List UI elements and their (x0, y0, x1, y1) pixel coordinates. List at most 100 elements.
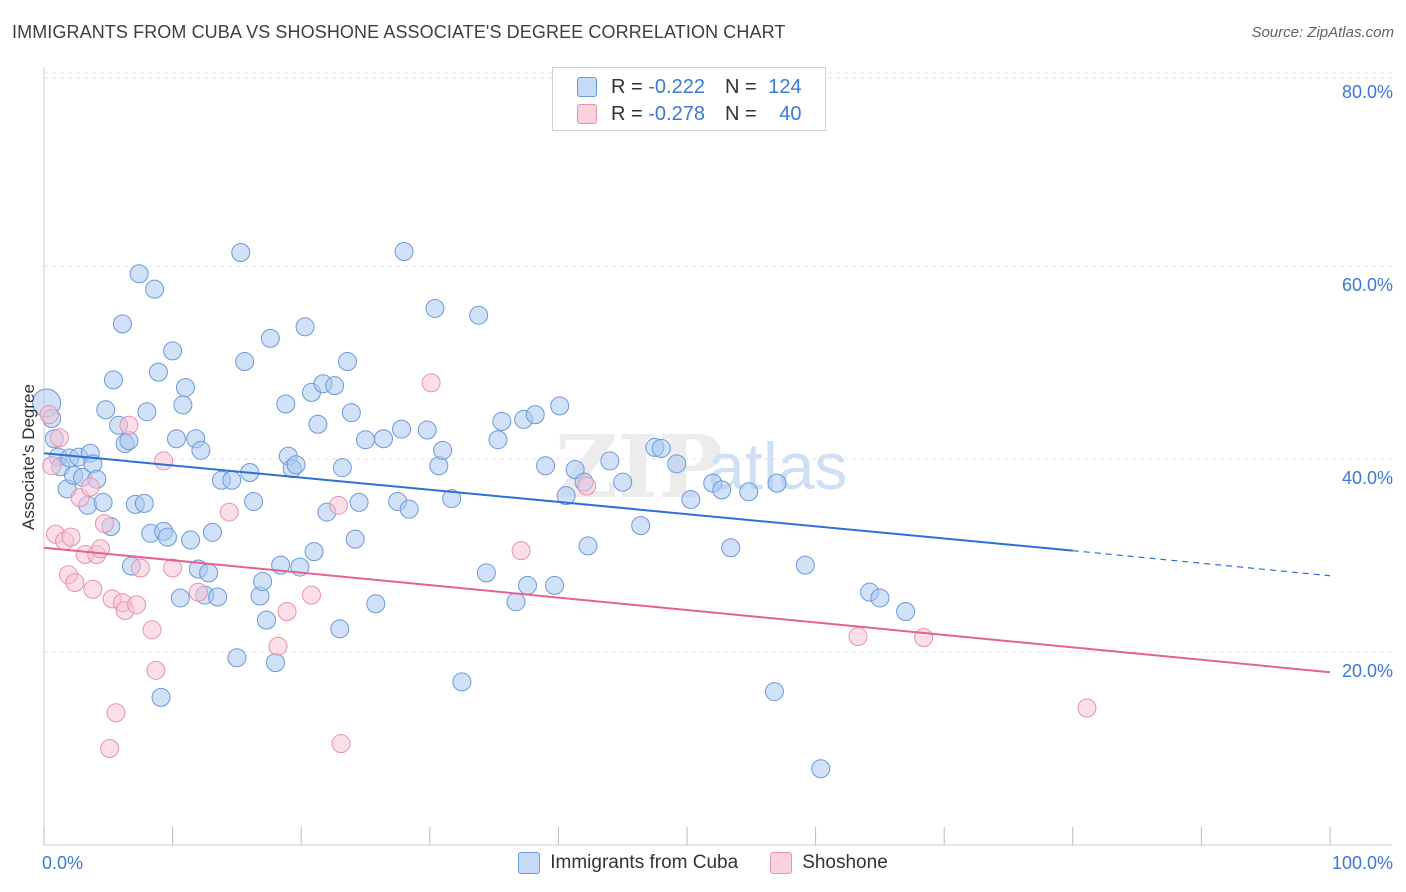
point-cuba (739, 482, 759, 502)
point-cuba (651, 438, 671, 458)
point-cuba (811, 759, 831, 779)
point-cuba (492, 411, 512, 431)
stats-row-cuba: R = -0.222 N = 124 (577, 74, 802, 100)
chart-title: IMMIGRANTS FROM CUBA VS SHOSHONE ASSOCIA… (12, 22, 786, 42)
point-cuba (600, 451, 620, 471)
point-cuba (399, 499, 419, 519)
legend-swatch-cuba (518, 852, 541, 874)
point-shoshone (219, 502, 239, 522)
n-label: N = (724, 75, 763, 98)
point-cuba (870, 588, 890, 608)
y-axis-label: Associate's Degree (19, 384, 38, 530)
stats-row-shoshone: R = -0.278 N = 40 (577, 101, 801, 127)
point-cuba (181, 530, 201, 550)
point-cuba (231, 242, 251, 262)
point-cuba (356, 430, 375, 450)
point-cuba (556, 486, 576, 506)
y-tick-label: 80.0% (1342, 82, 1393, 102)
r-label: R = (611, 75, 649, 98)
point-shoshone (142, 620, 162, 640)
point-cuba (469, 305, 489, 325)
point-cuba (93, 492, 113, 512)
point-cuba (506, 592, 526, 612)
point-cuba (764, 682, 784, 702)
point-cuba (332, 458, 352, 478)
point-shoshone (80, 477, 100, 497)
point-cuba (222, 470, 242, 490)
point-cuba (151, 687, 171, 707)
point-cuba (578, 536, 598, 556)
point-shoshone (328, 495, 348, 515)
point-cuba (425, 298, 445, 318)
point-cuba (199, 563, 219, 583)
point-shoshone (49, 428, 69, 448)
point-shoshone (42, 456, 62, 476)
legend-item-cuba[interactable]: Immigrants from Cuba (518, 852, 738, 874)
point-cuba (550, 396, 570, 416)
point-cuba (157, 527, 177, 547)
point-cuba (613, 472, 633, 492)
point-cuba (345, 529, 365, 549)
source-label: Source: ZipAtlas.com (1251, 24, 1394, 41)
point-cuba (175, 378, 195, 398)
x-tick-label: 0.0% (42, 853, 83, 873)
point-shoshone (83, 579, 103, 599)
r-label: R = (611, 102, 649, 125)
stats-legend: R = -0.222 N = 124 R = -0.278 N = 40 (552, 67, 826, 131)
point-shoshone (119, 415, 139, 435)
legend-item-shoshone[interactable]: Shoshone (770, 852, 888, 874)
point-cuba (341, 403, 361, 423)
point-cuba (767, 473, 787, 493)
legend-swatch-shoshone (770, 852, 793, 874)
point-cuba (795, 555, 815, 575)
point-shoshone (1077, 698, 1097, 718)
point-cuba (476, 563, 496, 583)
point-cuba (260, 328, 280, 348)
legend-label-cuba: Immigrants from Cuba (550, 852, 739, 873)
point-cuba (253, 572, 273, 592)
point-cuba (349, 492, 369, 512)
point-cuba (256, 610, 276, 630)
point-cuba (170, 588, 190, 608)
point-cuba (712, 480, 732, 500)
point-cuba (374, 429, 394, 449)
point-cuba (394, 242, 414, 262)
point-shoshone (130, 558, 150, 578)
point-cuba (265, 653, 285, 673)
point-cuba (191, 440, 211, 460)
point-shoshone (188, 582, 208, 602)
point-cuba (392, 419, 412, 439)
point-shoshone (154, 451, 174, 471)
n-value: 40 (779, 102, 802, 125)
point-cuba (129, 264, 149, 284)
point-cuba (173, 395, 193, 415)
point-shoshone (65, 573, 85, 593)
point-cuba (96, 400, 116, 420)
point-shoshone (331, 734, 351, 754)
tick-labels: 20.0% 40.0% 60.0% 80.0% 0.0% 100.0% (42, 82, 1393, 873)
point-shoshone (163, 558, 183, 578)
trend-lines (43, 452, 1331, 674)
n-label: N = (724, 102, 763, 125)
point-shoshone (268, 636, 288, 656)
legend-swatch-shoshone (577, 104, 597, 124)
point-shoshone (127, 595, 147, 615)
series-legend: Immigrants from Cuba Shoshone (0, 852, 1406, 874)
trend-line-cuba-extrapolated (1072, 550, 1331, 577)
point-cuba (145, 279, 165, 299)
y-tick-label: 40.0% (1342, 468, 1393, 488)
point-cuba (518, 575, 538, 595)
point-shoshone (511, 541, 531, 561)
point-cuba (417, 420, 437, 440)
point-cuba (325, 376, 345, 396)
data-points (32, 242, 1097, 779)
point-cuba (295, 317, 315, 337)
point-shoshone (94, 514, 114, 534)
watermark: ZIP atlas (555, 417, 847, 518)
r-value: -0.278 (648, 102, 705, 125)
axes (43, 67, 1392, 846)
point-shoshone (61, 527, 81, 547)
trend-line-cuba (43, 452, 1073, 552)
point-cuba (166, 429, 186, 449)
